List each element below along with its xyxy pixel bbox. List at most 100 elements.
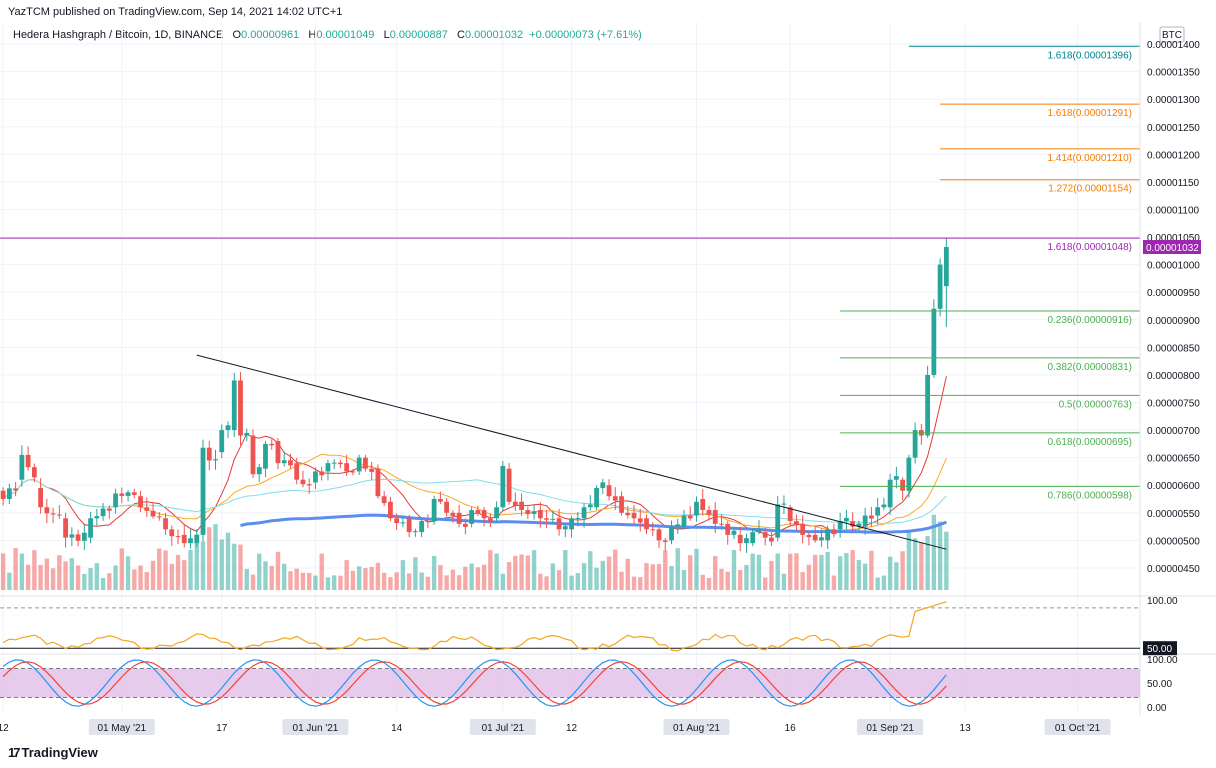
high-value: 0.00001049 bbox=[316, 29, 375, 41]
volume-bar bbox=[113, 565, 118, 590]
volume-bar bbox=[594, 567, 599, 590]
volume-bar bbox=[375, 562, 381, 590]
candle-body bbox=[175, 536, 181, 538]
change-value: +0.00000073 (+7.61%) bbox=[529, 29, 642, 41]
candle-body bbox=[6, 488, 12, 500]
volume-bar bbox=[294, 568, 299, 590]
volume-bar bbox=[425, 576, 431, 590]
candle-body bbox=[594, 487, 599, 508]
volume-bar bbox=[175, 554, 181, 590]
candle-body bbox=[381, 496, 387, 504]
volume-bar bbox=[944, 531, 949, 590]
volume-bar bbox=[88, 568, 93, 590]
volume-bar bbox=[32, 550, 37, 590]
candle-body bbox=[75, 534, 81, 541]
x-tick-label: 12 bbox=[0, 723, 9, 734]
volume-bar bbox=[906, 529, 912, 590]
candle-body bbox=[406, 518, 412, 533]
candle-body bbox=[537, 510, 543, 519]
volume-bar bbox=[544, 576, 549, 590]
volume-bar bbox=[625, 558, 630, 590]
candle-body bbox=[69, 534, 75, 538]
volume-bar bbox=[600, 560, 605, 590]
ma-long-line bbox=[2, 478, 947, 525]
candle-body bbox=[44, 507, 50, 514]
candle-body bbox=[881, 504, 887, 508]
candle-body bbox=[887, 479, 893, 508]
y-tick-label: 0.00000600 bbox=[1147, 481, 1200, 492]
volume-bar bbox=[588, 551, 593, 590]
candle-body bbox=[256, 467, 262, 475]
volume-bar bbox=[144, 571, 149, 590]
stoch-band bbox=[0, 668, 1140, 698]
fib-level-label: 0.786(0.00000598) bbox=[1047, 490, 1132, 501]
volume-bar bbox=[119, 548, 125, 590]
candle-body bbox=[263, 443, 268, 469]
candle-body bbox=[619, 496, 624, 513]
volume-bar bbox=[157, 548, 162, 590]
x-tick-label: 01 Aug '21 bbox=[673, 723, 720, 734]
symbol-title[interactable]: Hedera Hashgraph / Bitcoin, 1D, BINANCE bbox=[13, 29, 224, 41]
volume-bar bbox=[875, 577, 880, 590]
open-value: 0.00000961 bbox=[241, 29, 300, 41]
volume-bar bbox=[69, 558, 75, 590]
candle-body bbox=[644, 518, 649, 530]
candle-body bbox=[943, 246, 949, 287]
volume-bar bbox=[307, 572, 312, 590]
candle-body bbox=[50, 513, 56, 515]
volume-bar bbox=[219, 539, 224, 590]
volume-bar bbox=[663, 550, 668, 590]
high-label: H bbox=[308, 29, 317, 41]
volume-bar bbox=[7, 572, 12, 590]
volume-bar bbox=[63, 561, 68, 590]
volume-bar bbox=[644, 563, 649, 590]
volume-bar bbox=[781, 573, 787, 590]
candle-body bbox=[138, 496, 143, 508]
volume-bar bbox=[344, 560, 349, 590]
candle-body bbox=[475, 510, 481, 514]
candle-body bbox=[781, 503, 787, 505]
candle-body bbox=[775, 504, 781, 538]
candle-body bbox=[893, 476, 899, 480]
volume-bar bbox=[300, 572, 306, 590]
tradingview-logo[interactable]: 17 TradingView bbox=[8, 745, 98, 760]
candle-body bbox=[794, 521, 799, 526]
candle-body bbox=[706, 510, 712, 515]
x-tick-box bbox=[88, 719, 155, 735]
candle-body bbox=[712, 510, 718, 524]
x-tick-label: 17 bbox=[216, 723, 228, 734]
candle-body bbox=[81, 532, 87, 541]
volume-bar bbox=[406, 573, 412, 590]
volume-bar bbox=[569, 575, 574, 590]
candle-body bbox=[662, 540, 668, 542]
currency-box bbox=[1159, 26, 1185, 43]
volume-bar bbox=[675, 548, 680, 590]
volume-bar bbox=[363, 568, 368, 590]
stoch-label: 100.00 bbox=[1147, 655, 1178, 666]
candle-body bbox=[906, 457, 912, 491]
candle-body bbox=[369, 468, 375, 472]
candle-body bbox=[269, 443, 275, 446]
candle-body bbox=[450, 512, 456, 517]
volume-bar bbox=[388, 577, 393, 590]
volume-bar bbox=[163, 550, 168, 590]
volume-bar bbox=[444, 575, 449, 590]
candle-body bbox=[131, 492, 137, 496]
volume-bar bbox=[881, 575, 887, 590]
volume-bar bbox=[681, 569, 687, 590]
candle-body bbox=[512, 501, 518, 506]
brand-name: TradingView bbox=[21, 745, 98, 760]
candle-body bbox=[231, 380, 237, 431]
candle-body bbox=[500, 465, 506, 508]
stoch-k-line bbox=[2, 659, 947, 707]
candle-body bbox=[606, 485, 612, 497]
y-tick-label: 0.00000750 bbox=[1147, 399, 1200, 410]
candle-body bbox=[637, 518, 643, 523]
candle-body bbox=[144, 507, 150, 511]
descending-trendline bbox=[196, 354, 947, 550]
y-tick-label: 0.00000800 bbox=[1147, 371, 1200, 382]
close-value: 0.00001032 bbox=[464, 29, 524, 41]
volume-bar bbox=[19, 553, 25, 590]
volume-bar bbox=[638, 577, 643, 590]
